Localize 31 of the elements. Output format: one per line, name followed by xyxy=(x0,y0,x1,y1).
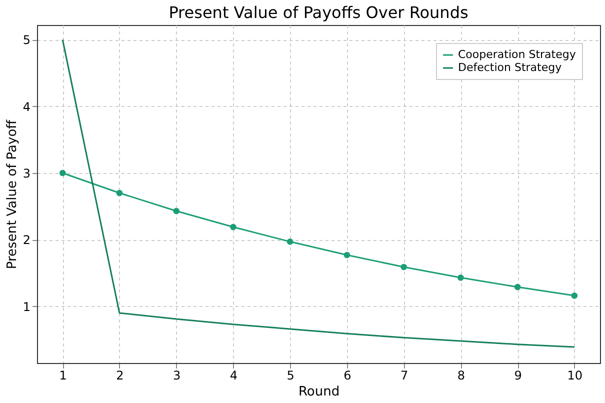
x-tick-label: 6 xyxy=(344,368,352,382)
point xyxy=(458,274,464,281)
line-series xyxy=(62,38,576,348)
y-tick-label: 1 xyxy=(22,300,30,314)
point xyxy=(571,292,578,299)
x-axis-title: Round xyxy=(298,384,340,400)
x-tick-label: 10 xyxy=(567,368,583,382)
point xyxy=(59,170,66,176)
x-tick-label: 3 xyxy=(173,368,181,382)
y-tick-label: 4 xyxy=(22,100,30,114)
point xyxy=(400,264,407,270)
x-tick-label: 7 xyxy=(400,368,408,382)
y-tick-label: 3 xyxy=(22,166,30,180)
x-tick-label: 4 xyxy=(230,368,238,382)
x-tick-label: 1 xyxy=(59,368,67,382)
point xyxy=(286,238,294,245)
point xyxy=(116,190,123,196)
legend-label: Defection Strategy xyxy=(458,61,562,74)
point xyxy=(344,252,350,258)
y-tick-label: 2 xyxy=(22,233,30,248)
chart-title: Present Value of Payoffs Over Rounds xyxy=(168,3,468,22)
x-tick-label: 8 xyxy=(457,368,465,382)
y-tick-label: 5 xyxy=(22,33,30,48)
x-tick-label: 9 xyxy=(514,368,522,382)
y-axis-title: Present Value of Payoff xyxy=(4,118,20,270)
point xyxy=(230,224,236,230)
legend-label: Cooperation Strategy xyxy=(458,48,576,61)
x-tick-label: 5 xyxy=(286,368,294,382)
point xyxy=(514,284,521,290)
point xyxy=(173,208,180,214)
x-tick-label: 2 xyxy=(116,368,124,382)
